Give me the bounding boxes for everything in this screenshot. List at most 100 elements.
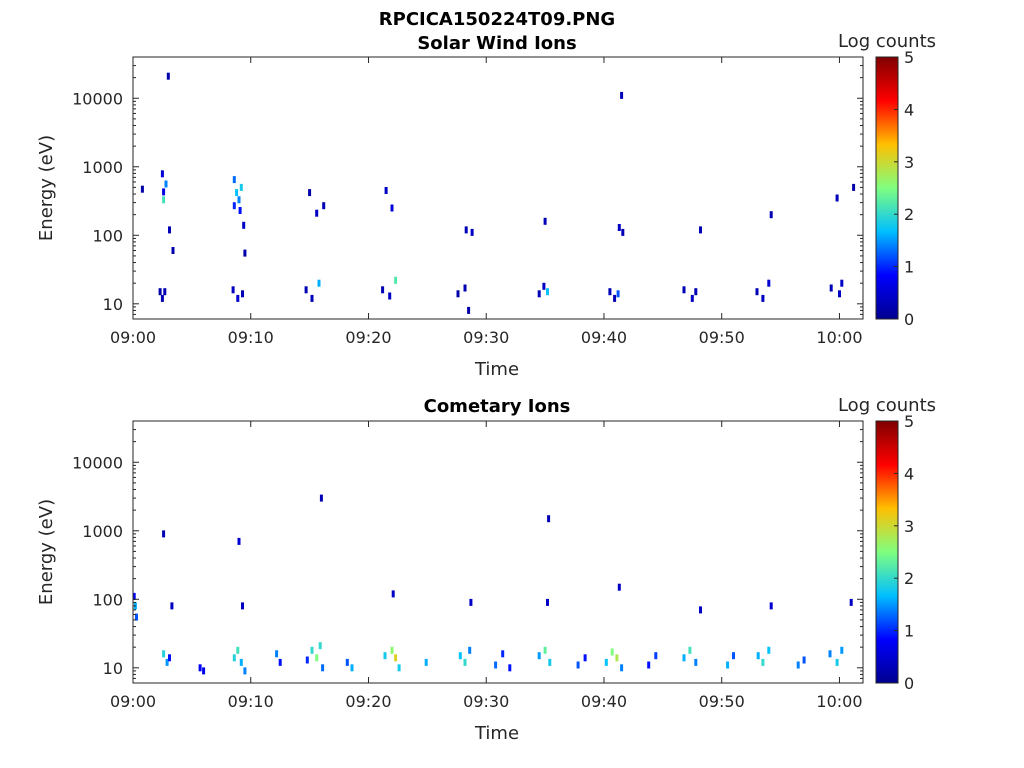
y-tick-label: 10000 bbox=[72, 453, 123, 472]
cometary-colorbar bbox=[875, 420, 899, 684]
colorbar-tick-label: 1 bbox=[904, 258, 914, 277]
data-cell bbox=[238, 207, 242, 214]
y-tick-label: 10000 bbox=[72, 89, 123, 108]
data-cell bbox=[308, 189, 312, 197]
data-cell bbox=[463, 658, 467, 666]
data-cell bbox=[849, 598, 853, 606]
x-tick-label: 09:20 bbox=[345, 328, 391, 347]
data-cell bbox=[543, 646, 547, 654]
panel-title-solar-wind: Solar Wind Ions bbox=[417, 33, 576, 54]
data-cell bbox=[243, 667, 247, 675]
data-cell bbox=[464, 226, 468, 234]
data-cell bbox=[321, 664, 325, 672]
data-cell bbox=[828, 650, 832, 658]
data-cell bbox=[542, 282, 546, 290]
data-cell bbox=[501, 650, 505, 658]
x-tick-label: 09:50 bbox=[699, 692, 745, 711]
x-tick-label: 09:30 bbox=[463, 328, 509, 347]
figure-title: RPCICA150224T09.PNG bbox=[379, 9, 615, 30]
x-tick-label: 09:20 bbox=[345, 692, 391, 711]
data-cell bbox=[162, 530, 166, 538]
data-cell bbox=[840, 279, 844, 287]
y-tick-label: 1000 bbox=[82, 522, 123, 541]
data-cell bbox=[160, 170, 164, 178]
y-tick-label: 10 bbox=[103, 659, 123, 678]
data-cell bbox=[388, 292, 392, 300]
data-cell bbox=[132, 592, 136, 600]
cometary-x-ticks: 09:00 09:10 09:20 09:30 09:40 09:50 10:00 bbox=[110, 421, 863, 711]
x-tick-label: 10:00 bbox=[816, 692, 862, 711]
data-cell bbox=[694, 658, 698, 666]
data-cell bbox=[604, 658, 608, 666]
data-cell bbox=[838, 290, 841, 298]
data-cell bbox=[852, 183, 856, 191]
data-cell bbox=[198, 664, 202, 672]
data-cell bbox=[621, 228, 625, 236]
data-cell bbox=[322, 202, 326, 210]
cometary-cells bbox=[132, 494, 853, 675]
data-cell bbox=[546, 288, 549, 296]
data-cell bbox=[690, 294, 694, 302]
data-cell bbox=[617, 224, 621, 231]
data-cell bbox=[384, 187, 388, 194]
data-cell bbox=[166, 72, 170, 80]
data-cell bbox=[617, 583, 621, 591]
data-cell bbox=[468, 646, 472, 654]
data-cell bbox=[467, 306, 471, 314]
data-cell bbox=[543, 217, 547, 225]
data-cell bbox=[232, 176, 236, 184]
x-tick-label: 09:40 bbox=[581, 328, 627, 347]
cometary-y-ticks: 10 100 1000 10000 bbox=[72, 420, 863, 684]
data-cell bbox=[310, 294, 314, 302]
data-cell bbox=[840, 646, 844, 654]
y-tick-label: 100 bbox=[92, 226, 123, 245]
data-cell bbox=[699, 226, 702, 234]
cometary-axes-frame bbox=[132, 420, 864, 684]
data-cell bbox=[394, 654, 398, 662]
data-cell bbox=[802, 656, 806, 664]
y-tick-label: 10 bbox=[103, 295, 123, 314]
data-cell bbox=[160, 294, 164, 302]
data-cell bbox=[769, 211, 773, 219]
data-cell bbox=[391, 590, 395, 598]
x-tick-label: 09:30 bbox=[463, 692, 509, 711]
solar-wind-axes-frame bbox=[132, 56, 864, 320]
data-cell bbox=[616, 290, 620, 298]
data-cell bbox=[508, 664, 512, 672]
data-cell bbox=[583, 654, 587, 662]
colorbar-tick-label: 4 bbox=[904, 464, 914, 483]
y-tick-label: 1000 bbox=[82, 158, 123, 177]
data-cell bbox=[168, 654, 171, 662]
solar-wind-colorbar-ticks: 0 1 2 3 4 5 bbox=[894, 48, 914, 329]
data-cell bbox=[424, 658, 428, 666]
data-cell bbox=[829, 284, 833, 292]
data-cell bbox=[470, 228, 474, 236]
data-cell bbox=[732, 652, 735, 660]
cometary-panel: Cometary Ions 09:00 09:10 09:20 09:30 09:40 0… bbox=[36, 395, 936, 744]
data-cell bbox=[232, 202, 236, 210]
colorbar-tick-label: 4 bbox=[904, 100, 914, 119]
data-cell bbox=[397, 664, 401, 672]
cometary-ylabel: Energy (eV) bbox=[36, 499, 57, 605]
data-cell bbox=[165, 658, 169, 666]
data-cell bbox=[726, 661, 730, 669]
data-cell bbox=[350, 664, 354, 672]
data-cell bbox=[620, 91, 624, 99]
data-cell bbox=[242, 221, 246, 229]
cometary-colorbar-ticks: 0 1 2 3 4 5 bbox=[894, 412, 914, 693]
data-cell bbox=[610, 648, 614, 656]
colorbar-tick-label: 0 bbox=[904, 674, 914, 693]
data-cell bbox=[688, 646, 692, 654]
data-cell bbox=[682, 654, 686, 662]
colorbar-tick-label: 2 bbox=[904, 205, 914, 224]
data-cell bbox=[767, 646, 771, 654]
data-cell bbox=[682, 286, 686, 294]
data-cell bbox=[236, 294, 240, 302]
data-cell bbox=[232, 654, 236, 662]
colorbar-tick-label: 2 bbox=[904, 569, 914, 588]
data-cell bbox=[755, 288, 759, 296]
data-cell bbox=[171, 247, 175, 254]
solar-wind-cells bbox=[140, 72, 856, 314]
